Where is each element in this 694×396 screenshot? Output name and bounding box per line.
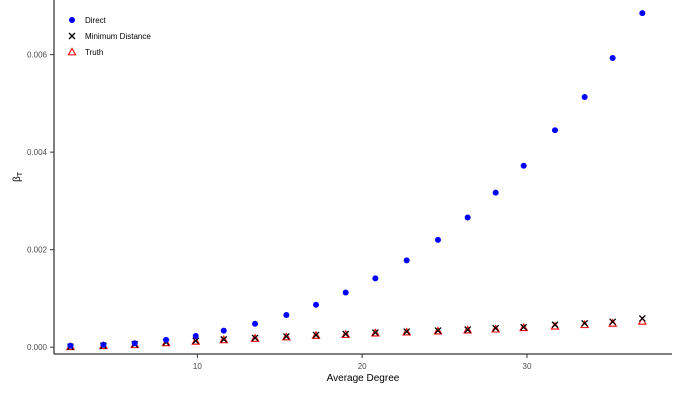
data-point-circle	[342, 289, 349, 296]
legend: Direct Minimum Distance Truth	[67, 16, 151, 57]
data-point-x	[520, 323, 528, 331]
data-point-circle	[520, 162, 527, 169]
data-point-x	[220, 335, 228, 343]
data-point-circle	[581, 94, 588, 101]
legend-label: Minimum Distance	[85, 32, 151, 41]
data-point-x	[638, 314, 646, 322]
data-point-triangle	[519, 322, 529, 332]
series-x	[67, 314, 646, 351]
data-point-x	[551, 321, 559, 329]
data-point-triangle	[281, 332, 291, 341]
data-point-circle	[403, 257, 410, 264]
data-point-circle	[67, 342, 74, 349]
data-point-x	[464, 326, 472, 334]
data-point-x	[403, 328, 411, 336]
data-point-circle	[464, 214, 471, 221]
y-tick-label: 0.004	[27, 148, 48, 157]
ticks: 10 20 30 0.000 0.002 0.004 0.006	[27, 51, 532, 371]
data-point-circle	[492, 189, 499, 196]
data-point-circle	[252, 320, 259, 327]
axes	[53, 0, 672, 355]
data-point-triangle	[311, 330, 321, 339]
y-axis-title-symbol: β	[12, 176, 23, 182]
data-point-circle	[434, 236, 441, 243]
x-tick-label: 10	[193, 362, 202, 371]
y-axis-title: βT	[12, 171, 24, 182]
legend-key-x	[68, 32, 76, 40]
y-tick-label: 0.006	[27, 51, 48, 60]
y-axis-title-subscript: T	[17, 171, 24, 176]
data-point-x	[192, 337, 200, 345]
series-triangle	[65, 316, 647, 351]
data-point-triangle	[402, 327, 412, 336]
legend-key-circle	[69, 17, 75, 23]
x-tick-label: 20	[358, 362, 367, 371]
legend-label: Truth	[85, 48, 103, 57]
data-point-x	[312, 331, 320, 339]
data-point-x	[282, 332, 290, 340]
data-point-circle	[100, 341, 107, 348]
data-point-triangle	[370, 328, 380, 337]
data-point-x	[492, 324, 500, 332]
data-point-triangle	[433, 326, 443, 335]
data-point-circle	[551, 127, 558, 134]
data-point-triangle	[463, 325, 473, 334]
legend-label: Direct	[85, 16, 107, 25]
data-point-x	[581, 319, 589, 327]
data-point-circle	[283, 311, 290, 318]
data-point-x	[342, 330, 350, 338]
data-point-circle	[220, 327, 227, 334]
data-point-circle	[313, 301, 320, 308]
data-point-x	[371, 329, 379, 337]
data-point-circle	[131, 340, 138, 347]
x-axis-title: Average Degree	[327, 373, 400, 384]
y-tick-label: 0.000	[27, 343, 48, 352]
data-point-x	[609, 318, 617, 326]
data-points	[65, 10, 647, 351]
x-tick-label: 30	[523, 362, 532, 371]
legend-key-triangle	[67, 47, 77, 56]
data-point-circle	[192, 332, 199, 339]
y-tick-label: 0.002	[27, 246, 48, 255]
data-point-triangle	[341, 329, 351, 338]
data-point-circle	[372, 275, 379, 282]
data-point-circle	[163, 336, 170, 343]
data-point-triangle	[161, 338, 171, 347]
data-point-triangle	[250, 333, 260, 342]
data-point-triangle	[491, 324, 501, 333]
data-point-triangle	[191, 336, 201, 345]
data-point-circle	[609, 55, 616, 62]
data-point-x	[251, 334, 259, 342]
data-point-x	[434, 327, 442, 335]
series-circle	[67, 10, 646, 349]
data-point-circle	[639, 10, 646, 17]
data-point-triangle	[219, 335, 229, 344]
